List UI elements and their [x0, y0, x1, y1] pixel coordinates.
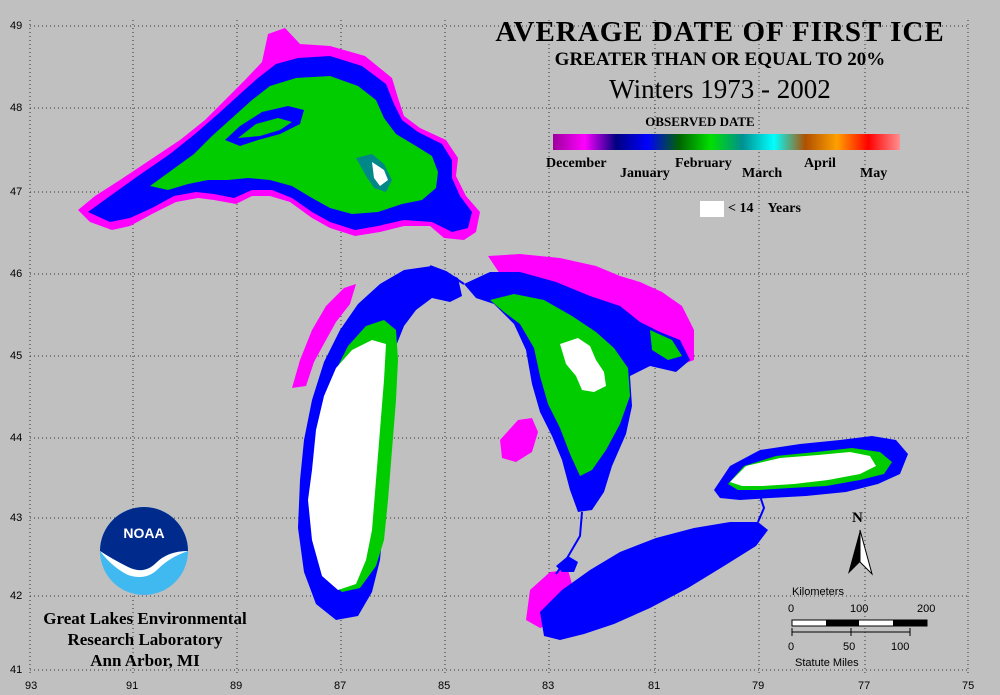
lat-label-44: 44 [10, 432, 23, 444]
map-title: AVERAGE DATE OF FIRST ICE [495, 16, 945, 48]
lon-label-87: 87 [334, 680, 347, 692]
org-line-3: Ann Arbor, MI [90, 651, 200, 670]
scale-mi-label: Statute Miles [795, 657, 859, 669]
legend-month-may: May [860, 166, 888, 181]
lake-superior [78, 28, 480, 240]
lat-label-49: 49 [10, 20, 23, 32]
lon-label-93: 93 [25, 680, 38, 692]
lon-label-79: 79 [752, 680, 765, 692]
lake-erie [526, 522, 768, 640]
legend-month-december: December [546, 156, 607, 171]
scale-km-200: 200 [917, 603, 936, 615]
legend-month-april: April [804, 156, 836, 171]
lat-label-47: 47 [10, 186, 23, 198]
noaa-logo-icon: NOAA [100, 507, 188, 595]
lake-michigan [292, 266, 462, 620]
legend-white-value: < 14 [728, 201, 754, 216]
lon-label-83: 83 [542, 680, 555, 692]
connecting-rivers [429, 265, 766, 575]
lon-label-77: 77 [858, 680, 871, 692]
lon-label-85: 85 [438, 680, 451, 692]
lon-label-75: 75 [962, 680, 975, 692]
lon-label-81: 81 [648, 680, 661, 692]
lake-huron [464, 254, 694, 512]
lon-label-91: 91 [126, 680, 139, 692]
map-period: Winters 1973 - 2002 [609, 74, 831, 104]
scale-km-0: 0 [788, 603, 795, 615]
scale-mi-0: 0 [788, 641, 795, 653]
org-line-1: Great Lakes Environmental [43, 609, 247, 628]
lat-label-43: 43 [10, 512, 23, 524]
legend-month-february: February [675, 156, 732, 171]
lat-label-48: 48 [10, 102, 23, 114]
lat-label-46: 46 [10, 268, 23, 280]
lon-label-89: 89 [230, 680, 243, 692]
scale-bar [791, 619, 928, 636]
north-label: N [852, 510, 863, 526]
noaa-logo-text: NOAA [123, 525, 164, 541]
scale-mi-50: 50 [843, 641, 856, 653]
scale-mi-100: 100 [891, 641, 910, 653]
legend-month-march: March [742, 166, 783, 181]
lat-label-42: 42 [10, 590, 23, 602]
legend-month-january: January [620, 166, 670, 181]
lat-label-41: 41 [10, 664, 23, 676]
map-subtitle: GREATER THAN OR EQUAL TO 20% [554, 49, 886, 70]
organization-block: Great Lakes Environmental Research Labor… [20, 608, 270, 671]
legend-color-bar [553, 134, 900, 150]
legend-white-units: Years [767, 201, 801, 216]
scale-km-100: 100 [850, 603, 869, 615]
lat-label-45: 45 [10, 350, 23, 362]
legend-white-swatch [700, 201, 724, 217]
legend-white-label: < 14 Years [728, 201, 801, 217]
scale-km-label: Kilometers [792, 586, 844, 598]
org-line-2: Research Laboratory [67, 630, 223, 649]
lake-ontario [714, 436, 908, 500]
legend-title: OBSERVED DATE [645, 114, 755, 129]
north-arrow-icon [848, 529, 873, 576]
